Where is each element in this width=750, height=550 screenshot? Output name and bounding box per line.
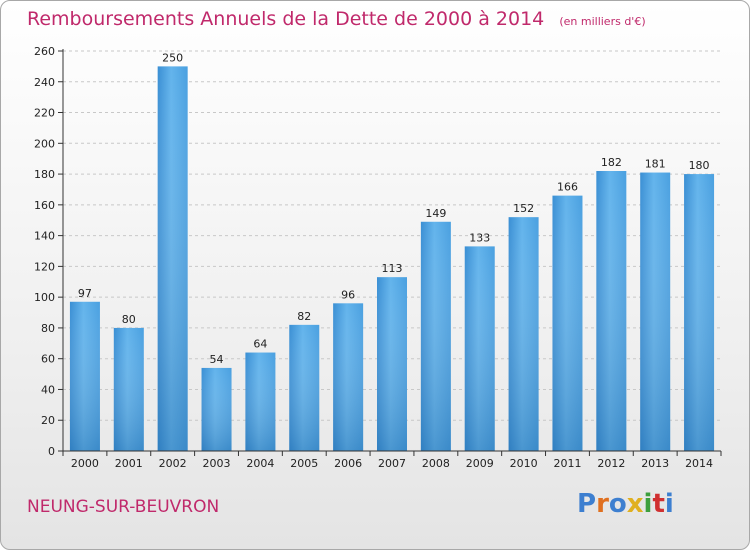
y-tick-label: 220 [34,107,55,120]
bar-value-label: 182 [601,156,622,169]
bar-value-label: 80 [122,313,136,326]
y-tick-label: 100 [34,291,55,304]
bar-value-label: 82 [297,310,311,323]
y-tick-label: 180 [34,168,55,181]
x-tick-label: 2001 [115,457,143,470]
x-tick-label: 2010 [510,457,538,470]
y-tick-label: 80 [41,322,55,335]
bar-value-label: 250 [162,51,183,64]
x-tick-label: 2011 [553,457,581,470]
bar-value-label: 166 [557,181,578,194]
x-tick-label: 2007 [378,457,406,470]
bar-value-label: 96 [341,288,355,301]
bar-shade [377,277,407,451]
x-tick-label: 2014 [685,457,713,470]
x-tick-label: 2000 [71,457,99,470]
logo-letter: i [643,489,653,519]
y-tick-label: 160 [34,199,55,212]
chart-subtitle: (en milliers d'€) [559,15,646,28]
y-tick-label: 140 [34,230,55,243]
bar-shade [245,352,276,451]
commune-name: NEUNG-SUR-BEUVRON [27,497,220,517]
bar-value-label: 113 [382,262,403,275]
logo-letter: P [577,489,597,519]
y-tick-label: 0 [48,445,55,458]
bar-value-label: 149 [425,207,446,220]
bar-shade [157,66,188,451]
chart-title: Remboursements Annuels de la Dette de 20… [27,8,545,30]
axis-layer: 0 20 40 60 80 100 120 140 160 180 200 220 240 260 2000… [34,45,722,470]
x-tick-label: 2004 [246,457,274,470]
y-tick-label: 20 [41,414,55,427]
bar-value-label: 133 [469,231,490,244]
bar-shade [113,327,144,451]
bar-value-label: 54 [210,353,224,366]
bar-shade [552,195,583,451]
x-tick-label: 2012 [597,457,625,470]
x-tick-label: 2013 [641,457,669,470]
x-tick-label: 2003 [203,457,231,470]
logo-letter: o [608,489,627,519]
x-tick-label: 2005 [290,457,318,470]
y-tick-label: 40 [41,383,55,396]
bar-value-label: 152 [513,202,534,215]
y-tick-label: 240 [34,76,55,89]
bar-value-label: 64 [253,338,267,351]
y-tick-label: 260 [34,45,55,58]
x-tick-label: 2006 [334,457,362,470]
bar-shade [201,367,232,451]
logo-letter: i [664,489,674,519]
y-tick-label: 200 [34,137,55,150]
bar-shade [684,174,715,452]
y-tick-label: 120 [34,260,55,273]
logo-letter: x [626,489,644,519]
bar-value-label: 180 [689,159,710,172]
logo-letter: t [652,489,665,519]
y-tick-label: 60 [41,353,55,366]
proxiti-logo: Proxiti [577,489,674,519]
bar-value-label: 97 [78,287,92,300]
bar-shade [596,171,627,451]
logo-letter: r [596,489,609,519]
bar-shade [464,246,495,451]
bar-layer: 97 80 250 54 64 82 96 113 149 133 152 166 182 181 180 [69,51,715,452]
x-tick-label: 2008 [422,457,450,470]
bar-shade [69,301,100,451]
bar-shade [420,221,451,451]
bar-value-label: 181 [645,158,666,171]
title-row: Remboursements Annuels de la Dette de 20… [27,8,646,30]
bar-shade [289,324,320,451]
x-tick-label: 2009 [466,457,494,470]
bar-shade [333,303,364,451]
bar-shade [508,217,539,451]
x-tick-label: 2002 [159,457,187,470]
bar-shade [640,172,671,452]
